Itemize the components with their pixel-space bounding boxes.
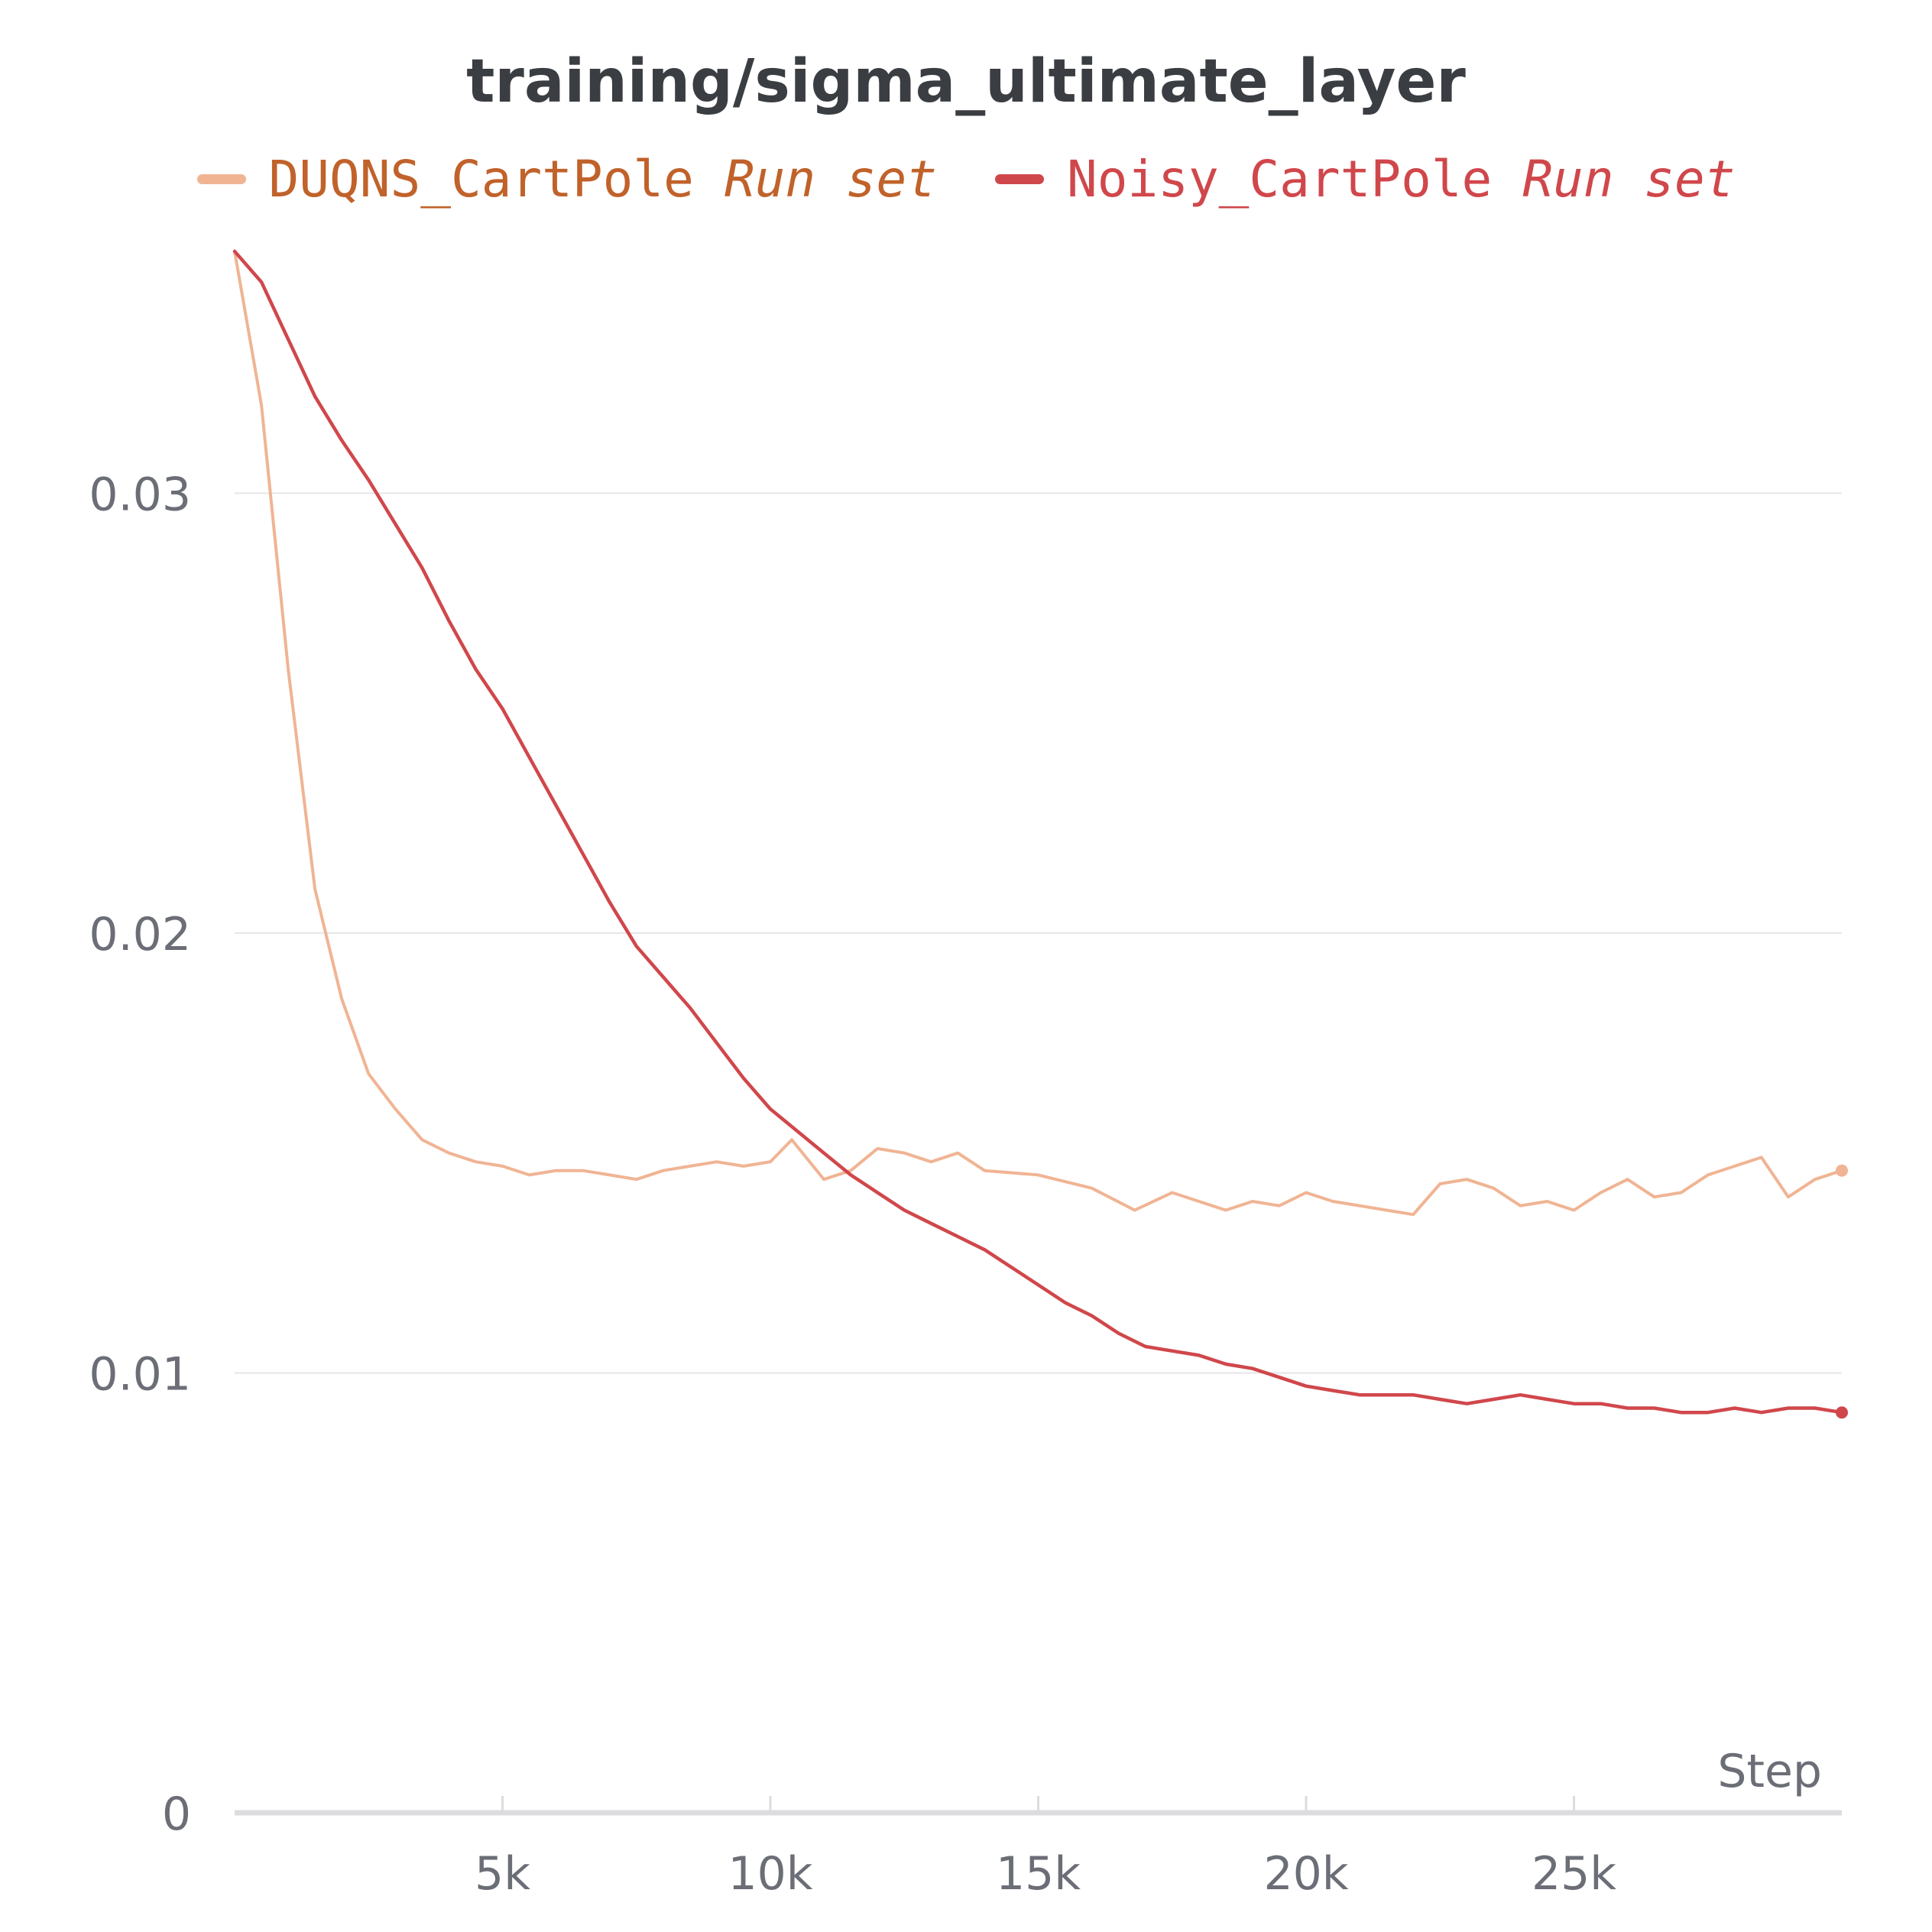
legend-label-noisy: Noisy_CartPole (1067, 150, 1493, 209)
series-end-marker-Noisy_CartPole (1836, 1406, 1848, 1419)
y-axis-ticks: 0 0.01 0.02 0.03 (89, 468, 191, 1841)
x-tick-label: 20k (1263, 1847, 1348, 1901)
series-line-Noisy_CartPole[interactable] (232, 249, 1844, 1415)
legend-run-set-noisy: Run set (1522, 150, 1736, 209)
x-tick-label: 5k (475, 1847, 530, 1901)
legend-item-noisy[interactable]: Noisy_CartPole Run set (995, 150, 1735, 209)
x-tick-label: 10k (728, 1847, 812, 1901)
y-tick-label: 0.02 (89, 908, 191, 961)
legend-label-duqns: DUQNS_CartPole (268, 150, 694, 209)
legend-swatch-duqns (196, 174, 246, 184)
legend: DUQNS_CartPole Run set Noisy_CartPole Ru… (0, 150, 1932, 209)
series-lines (232, 249, 1848, 1419)
x-axis-label: Step (1717, 1745, 1822, 1798)
legend-item-duqns[interactable]: DUQNS_CartPole Run set (196, 150, 937, 209)
series-line-DUQNS_CartPole[interactable] (233, 249, 1843, 1217)
chart-title: training/sigma_ultimate_layer (466, 47, 1466, 116)
y-tick-label: 0.03 (89, 468, 191, 521)
legend-swatch-noisy (995, 174, 1044, 184)
y-tick-label: 0.01 (89, 1347, 191, 1401)
x-tick-label: 25k (1532, 1847, 1616, 1901)
legend-run-set-duqns: Run set (724, 150, 937, 209)
x-axis: 5k 10k 15k 20k 25k (235, 1796, 1842, 1901)
x-tick-label: 15k (996, 1847, 1081, 1901)
gridlines (235, 492, 1842, 1374)
y-tick-label: 0 (162, 1788, 191, 1841)
series-end-marker-DUQNS_CartPole (1836, 1164, 1848, 1177)
